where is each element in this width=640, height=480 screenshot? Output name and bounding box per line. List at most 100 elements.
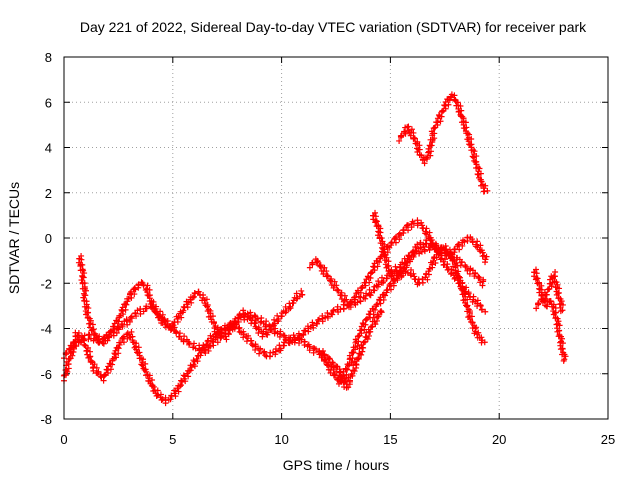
- data-point: [180, 337, 187, 344]
- data-point: [452, 267, 459, 274]
- data-point: [451, 258, 458, 265]
- data-point: [366, 279, 373, 286]
- data-point: [333, 363, 340, 370]
- data-point: [180, 372, 187, 379]
- data-point: [266, 353, 273, 360]
- data-point: [433, 119, 440, 126]
- data-point: [115, 345, 122, 352]
- data-point: [375, 313, 382, 320]
- data-point: [104, 337, 111, 344]
- data-point: [481, 339, 488, 346]
- data-point: [290, 332, 297, 339]
- data-point: [468, 147, 475, 154]
- data-point: [223, 336, 230, 343]
- data-point: [83, 347, 90, 354]
- data-point: [96, 333, 103, 340]
- data-point: [318, 354, 325, 361]
- data-point: [362, 282, 369, 289]
- data-point: [87, 358, 94, 365]
- data-point: [340, 305, 347, 312]
- data-point: [414, 241, 421, 248]
- data-point: [173, 328, 180, 335]
- data-point: [120, 311, 127, 318]
- data-point: [128, 294, 135, 301]
- data-point: [143, 305, 150, 312]
- data-point: [558, 298, 565, 305]
- data-point: [427, 136, 434, 143]
- data-point: [81, 342, 88, 349]
- data-point: [178, 314, 185, 321]
- series-trace-3: [75, 252, 306, 347]
- data-point: [429, 240, 436, 247]
- data-point: [475, 273, 482, 280]
- data-point: [404, 124, 411, 131]
- data-point: [348, 349, 355, 356]
- data-point: [330, 284, 337, 291]
- data-point: [323, 273, 330, 280]
- data-point: [326, 355, 333, 362]
- data-point: [77, 267, 84, 274]
- data-point: [191, 293, 198, 300]
- data-point: [361, 338, 368, 345]
- data-point: [347, 298, 354, 305]
- data-point: [377, 240, 384, 247]
- data-point: [460, 290, 467, 297]
- y-tick-label: 0: [45, 231, 52, 246]
- data-point: [534, 280, 541, 287]
- data-point: [114, 323, 121, 330]
- data-point: [285, 339, 292, 346]
- data-point: [119, 334, 126, 341]
- data-point: [177, 310, 184, 317]
- data-point: [312, 346, 319, 353]
- data-point: [80, 337, 87, 344]
- data-point: [329, 359, 336, 366]
- data-point: [122, 306, 129, 313]
- data-point: [458, 258, 465, 265]
- data-point: [347, 304, 354, 311]
- x-tick-label: 20: [492, 432, 506, 447]
- data-point: [233, 321, 240, 328]
- data-point: [393, 275, 400, 282]
- data-point: [544, 286, 551, 293]
- data-point: [482, 259, 489, 266]
- data-point: [344, 361, 351, 368]
- data-point: [235, 315, 242, 322]
- data-point: [96, 338, 103, 345]
- data-point: [404, 262, 411, 269]
- data-point: [467, 316, 474, 323]
- data-point: [205, 337, 212, 344]
- data-point: [559, 345, 566, 352]
- data-point: [462, 291, 469, 298]
- data-point: [71, 339, 78, 346]
- data-point: [372, 217, 379, 224]
- data-point: [475, 171, 482, 178]
- data-point: [128, 315, 135, 322]
- data-point: [214, 339, 221, 346]
- x-tick-label: 10: [274, 432, 288, 447]
- x-axis-label: GPS time / hours: [283, 457, 390, 473]
- data-point: [300, 331, 307, 338]
- data-point: [262, 352, 269, 359]
- data-point: [85, 344, 92, 351]
- data-point: [115, 318, 122, 325]
- data-point: [324, 361, 331, 368]
- data-point: [559, 351, 566, 358]
- data-point: [248, 317, 255, 324]
- data-point: [392, 239, 399, 246]
- data-point: [469, 325, 476, 332]
- data-point: [344, 301, 351, 308]
- data-point: [123, 301, 130, 308]
- data-point: [383, 287, 390, 294]
- data-point: [331, 371, 338, 378]
- data-point: [328, 363, 335, 370]
- data-point: [338, 378, 345, 385]
- data-point: [345, 362, 352, 369]
- data-point: [136, 355, 143, 362]
- data-point: [282, 309, 289, 316]
- data-point: [272, 351, 279, 358]
- data-point: [439, 108, 446, 115]
- data-point: [77, 261, 84, 268]
- data-point: [412, 140, 419, 147]
- data-point: [474, 238, 481, 245]
- y-tick-label: 8: [45, 50, 52, 65]
